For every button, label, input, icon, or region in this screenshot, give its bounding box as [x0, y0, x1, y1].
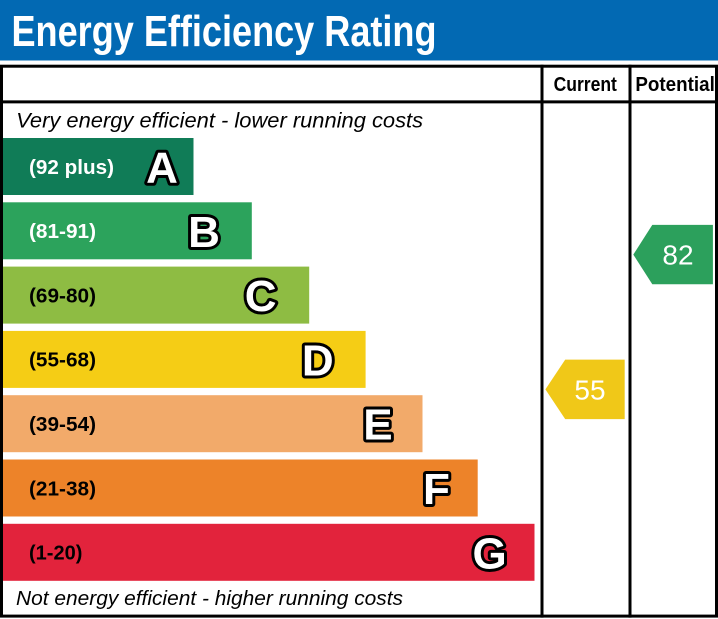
svg-text:(92 plus): (92 plus) [29, 157, 114, 179]
svg-text:(21-38): (21-38) [29, 478, 96, 500]
svg-text:Energy Efficiency Rating: Energy Efficiency Rating [12, 7, 437, 56]
svg-text:Not energy efficient - higher: Not energy efficient - higher running co… [16, 588, 403, 610]
svg-text:A: A [146, 144, 178, 193]
svg-text:(81-91): (81-91) [29, 221, 96, 243]
svg-text:E: E [363, 401, 392, 450]
svg-text:Potential: Potential [635, 74, 714, 96]
svg-text:55: 55 [574, 374, 605, 405]
svg-text:C: C [245, 272, 277, 321]
svg-text:(69-80): (69-80) [29, 285, 96, 307]
svg-text:(55-68): (55-68) [29, 350, 96, 372]
svg-text:F: F [423, 465, 450, 514]
svg-text:B: B [188, 208, 220, 257]
svg-text:(39-54): (39-54) [29, 414, 96, 436]
svg-text:(1-20): (1-20) [29, 543, 82, 565]
svg-text:D: D [302, 336, 334, 385]
svg-text:Current: Current [554, 74, 618, 96]
svg-text:G: G [472, 529, 506, 578]
svg-text:82: 82 [662, 240, 693, 271]
svg-text:Very energy efficient - lower: Very energy efficient - lower running co… [16, 110, 424, 133]
